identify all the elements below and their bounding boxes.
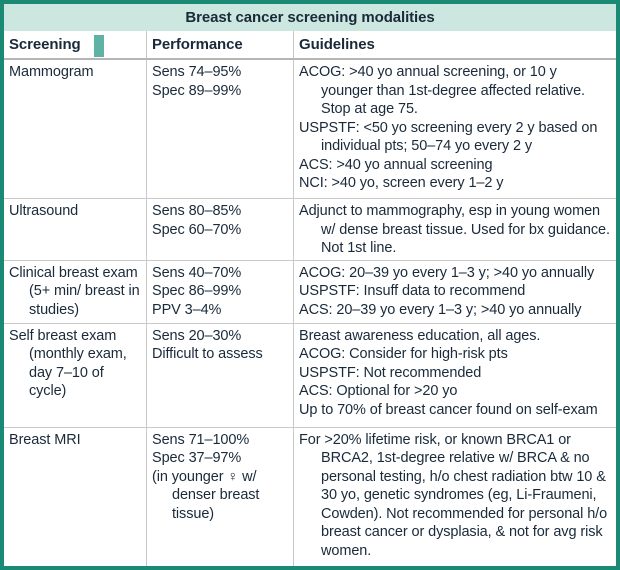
screening-cell: Clinical breast exam (5+ min/ breast in … (4, 260, 147, 323)
performance-line: (in younger ♀ w/ denser breast tissue) (152, 468, 260, 522)
performance-line: Sens 40–70% (152, 264, 242, 281)
performance-line: Difficult to assess (152, 346, 263, 362)
screening-name: Breast MRI (9, 431, 81, 448)
performance-line: Sens 74–95% (152, 64, 242, 80)
performance-cell: Sens 80–85% Spec 60–70% (147, 199, 294, 260)
guideline-item: ACOG: Consider for high-risk pts (299, 346, 508, 362)
guidelines-cell: For >20% lifetime risk, or known BRCA1 o… (294, 428, 616, 567)
screening-cell: Breast MRI (4, 427, 147, 566)
guideline-item: USPSTF: Not recommended (299, 364, 482, 381)
performance-line: PPV 3–4% (152, 301, 222, 318)
teal-highlight-artifact (94, 35, 104, 57)
screening-name: Mammogram (9, 64, 94, 80)
guidelines-cell: Adjunct to mammography, esp in young wom… (294, 199, 616, 260)
performance-line: Sens 71–100% (152, 431, 250, 448)
performance-line: Sens 20–30% (152, 327, 242, 344)
guideline-item: Breast awareness education, all ages. (299, 327, 541, 344)
performance-line: Spec 37–97% (152, 450, 242, 466)
performance-line: Spec 89–99% (152, 82, 242, 99)
screening-name: Ultrasound (9, 203, 79, 219)
screening-cell: Ultrasound (4, 199, 147, 260)
table-body: Mammogram Sens 74–95% Spec 89–99% ACOG: >… (4, 60, 616, 566)
performance-cell: Sens 40–70% Spec 86–99% PPV 3–4% (147, 260, 294, 323)
performance-line: Sens 80–85% (152, 203, 242, 219)
guideline-item: ACOG: 20–39 yo every 1–3 y; >40 yo annua… (299, 264, 595, 281)
table-header-row: Screening Performance Guidelines (4, 31, 616, 60)
table-row: Ultrasound Sens 80–85% Spec 60–70% Adjunc… (4, 198, 616, 260)
guideline-item: USPSTF: Insuff data to recommend (299, 283, 526, 299)
table-row: Self breast exam (monthly exam, day 7–10… (4, 322, 616, 427)
performance-cell: Sens 74–95% Spec 89–99% (147, 60, 294, 198)
guideline-item: NCI: >40 yo, screen every 1–2 y (299, 175, 504, 191)
table-row: Clinical breast exam (5+ min/ breast in … (4, 259, 616, 323)
guidelines-cell: ACOG: >40 yo annual screening, or 10 y y… (294, 60, 616, 198)
guideline-item: Up to 70% of breast cancer found on self… (299, 401, 598, 418)
screening-name: Self breast exam (monthly exam, day 7–10… (9, 327, 127, 400)
guideline-item: ACS: >40 yo annual screening (299, 156, 493, 173)
guideline-item: ACOG: >40 yo annual screening, or 10 y y… (299, 64, 585, 117)
guideline-item: Adjunct to mammography, esp in young wom… (299, 203, 610, 256)
guidelines-cell: ACOG: 20–39 yo every 1–3 y; >40 yo annua… (294, 261, 616, 323)
guidelines-cell: Breast awareness education, all ages. ACO… (294, 324, 616, 427)
column-header-performance: Performance (147, 31, 294, 58)
performance-cell: Sens 71–100% Spec 37–97% (in younger ♀ w/ … (147, 427, 294, 566)
performance-line: Spec 86–99% (152, 283, 242, 299)
guideline-item: USPSTF: <50 yo screening every 2 y based… (299, 119, 598, 155)
screening-cell: Self breast exam (monthly exam, day 7–10… (4, 323, 147, 427)
table-title: Breast cancer screening modalities (4, 4, 616, 31)
table-row: Breast MRI Sens 71–100% Spec 37–97% (in yo… (4, 426, 616, 567)
column-header-guidelines: Guidelines (299, 36, 375, 53)
screening-cell: Mammogram (4, 60, 147, 198)
guideline-item: For >20% lifetime risk, or known BRCA1 o… (299, 431, 608, 559)
table-row: Mammogram Sens 74–95% Spec 89–99% ACOG: >… (4, 60, 616, 198)
column-header-screening: Screening (4, 31, 147, 58)
guideline-item: ACS: Optional for >20 yo (299, 383, 458, 399)
screening-name: Clinical breast exam (5+ min/ breast in … (9, 264, 140, 318)
performance-cell: Sens 20–30% Difficult to assess (147, 323, 294, 427)
guideline-item: ACS: 20–39 yo every 1–3 y; >40 yo annual… (299, 301, 582, 318)
performance-line: Spec 60–70% (152, 221, 242, 238)
